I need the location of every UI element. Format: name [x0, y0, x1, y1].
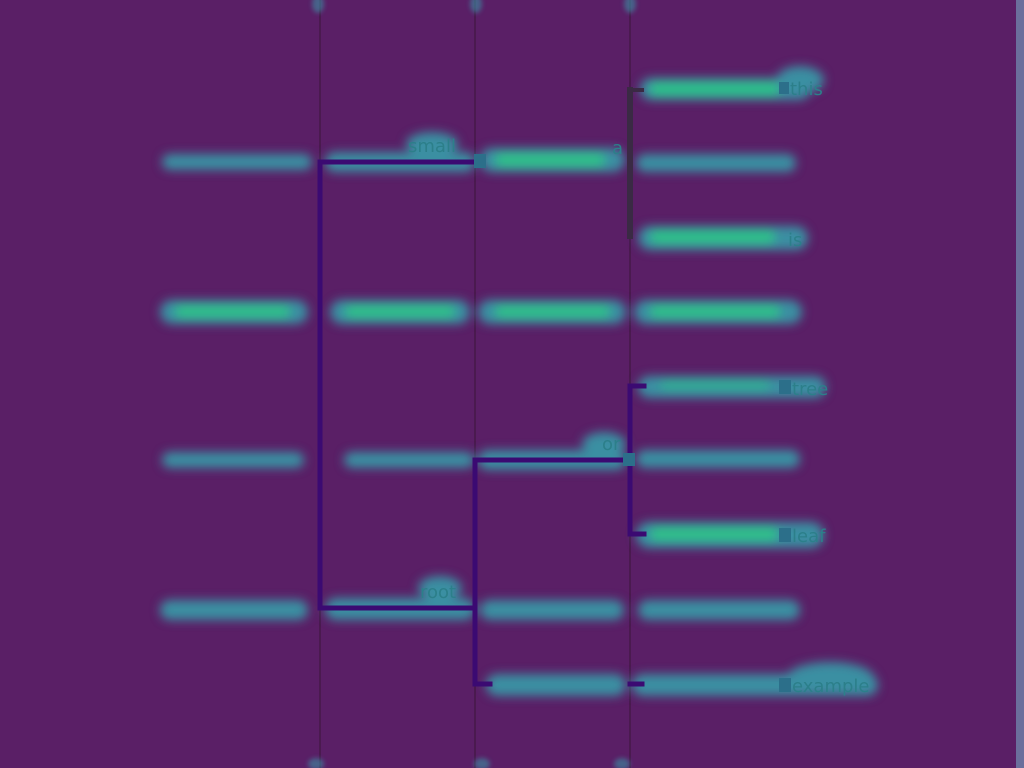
- heat-blob: [495, 153, 605, 167]
- leaf-label-example: example: [792, 676, 869, 697]
- heat-blob: [650, 305, 780, 318]
- heat-blob: [406, 132, 458, 156]
- heat-blob: [175, 305, 290, 318]
- edge-strip: [1016, 0, 1024, 768]
- heat-blobs: [160, 66, 878, 696]
- leaf-label-leaf: leaf: [792, 526, 826, 547]
- heat-blob: [418, 576, 462, 600]
- heat-blob: [786, 662, 874, 694]
- heat-blob: [162, 154, 312, 170]
- tree-node: [779, 380, 791, 394]
- heat-blob: [345, 305, 455, 318]
- heat-blob: [636, 450, 800, 468]
- leaf-label-tree: tree: [792, 379, 828, 400]
- heat-blob: [636, 154, 796, 172]
- tree-node: [474, 154, 486, 168]
- leaf-label-is: is: [788, 230, 802, 251]
- leaf-label-or: or: [602, 434, 621, 455]
- leaf-label-a: a: [612, 138, 623, 159]
- heat-blob: [650, 82, 780, 96]
- branch: [472, 457, 493, 687]
- leaf-labels: this small a is tree or leaf root exampl…: [408, 79, 869, 697]
- heat-blob: [344, 452, 474, 468]
- heat-blob: [160, 600, 308, 620]
- tree-node: [779, 678, 791, 692]
- tree-node: [779, 528, 791, 542]
- heat-blob: [638, 600, 800, 620]
- heat-blob: [582, 432, 626, 456]
- heat-blob: [162, 452, 304, 468]
- branch: [627, 383, 647, 537]
- tree-node: [623, 453, 635, 466]
- leaf-label-this: this: [790, 79, 823, 100]
- heat-blob: [486, 674, 626, 696]
- heat-blob: [480, 600, 624, 620]
- heat-blob: [660, 380, 770, 390]
- heat-blob: [495, 305, 610, 318]
- heat-blob: [650, 527, 778, 541]
- guide-ticks: [308, 0, 636, 768]
- tree-branches: [317, 87, 647, 687]
- tree-node: [779, 82, 789, 94]
- heat-blob: [650, 230, 775, 244]
- leaf-label-small: small: [408, 136, 456, 157]
- leaf-label-root: root: [420, 582, 456, 603]
- tree-nodes: [474, 82, 791, 692]
